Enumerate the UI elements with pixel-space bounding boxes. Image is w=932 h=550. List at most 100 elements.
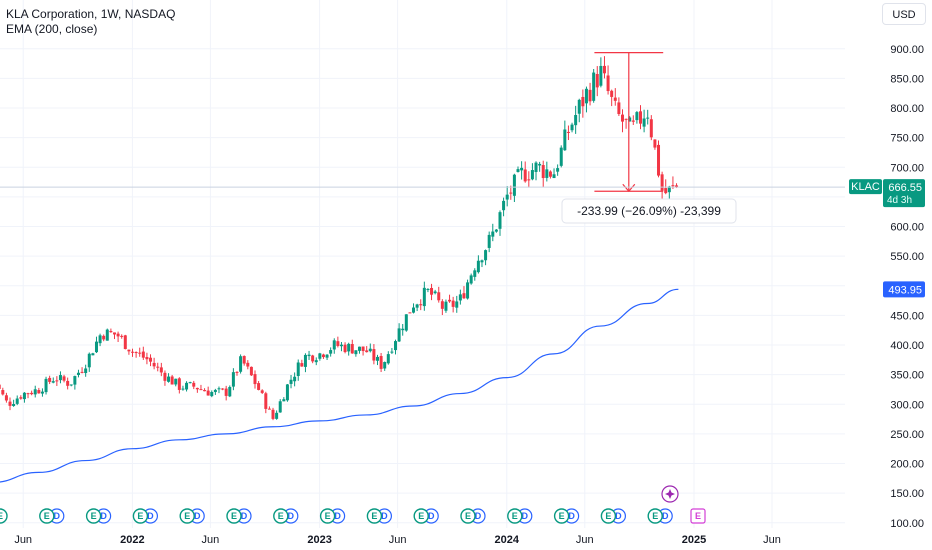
candle-body	[548, 171, 552, 177]
candle-body	[318, 353, 322, 359]
measure-tool[interactable]: -233.99 (−26.09%) -23,399	[561, 52, 737, 224]
y-tick-label: 850.00	[890, 73, 924, 85]
candle-body	[69, 384, 73, 386]
candle-body	[289, 379, 293, 384]
candle-body	[631, 120, 635, 122]
candle-body	[649, 119, 653, 138]
earnings-event-letter: E	[0, 511, 3, 521]
candle-body	[91, 353, 95, 356]
candle-body	[22, 392, 26, 400]
indicator-legend[interactable]: EMA (200, close)	[6, 22, 98, 36]
candle-body	[336, 341, 340, 346]
candle-body	[412, 307, 416, 313]
dividend-event-letter: D	[615, 511, 622, 521]
time-axis[interactable]: Jun 2022 Jun 2023 Jun 2024 Jun 2025 Jun	[14, 534, 781, 546]
candle-body	[379, 356, 383, 369]
candle-body	[602, 65, 606, 74]
candle-body	[109, 331, 113, 333]
candle-body	[347, 343, 351, 352]
candle-body	[203, 390, 207, 392]
candle-body	[541, 165, 545, 179]
sparkle-icon	[665, 489, 675, 499]
candle-body	[275, 412, 279, 419]
earnings-event-icon	[39, 508, 55, 524]
chart-grid	[0, 0, 845, 528]
candle-body	[163, 372, 167, 381]
candle-body	[0, 384, 1, 389]
candle-body	[491, 231, 495, 237]
candle-body	[570, 124, 574, 131]
candle-body	[455, 301, 459, 308]
earnings-event-letter: E	[137, 511, 143, 521]
candle-body	[51, 381, 55, 383]
candle-body	[278, 401, 282, 413]
earnings-event-icon	[600, 508, 617, 524]
price-axis[interactable]: 100.00 150.00 200.00 250.00 300.00 350.00 400.…	[890, 44, 924, 530]
candle-body	[62, 376, 66, 381]
candle-body	[249, 366, 253, 376]
earnings-event-icon	[226, 508, 242, 524]
candle-body	[466, 282, 470, 299]
candle-body	[584, 88, 588, 104]
candle-body	[33, 389, 37, 395]
measure-label: -233.99 (−26.09%) -23,399	[577, 204, 721, 218]
y-tick-label: 150.00	[890, 488, 924, 500]
candle-body	[563, 129, 567, 151]
candle-body	[221, 388, 225, 390]
last-price-countdown: 4d 3h	[887, 195, 912, 206]
candle-body	[134, 352, 138, 354]
candle-body	[660, 174, 664, 191]
candle-body	[523, 169, 527, 182]
candle-body	[469, 275, 473, 284]
chart-title: KLA Corporation, 1W, NASDAQ	[6, 7, 176, 21]
dividend-event-letter: D	[334, 511, 341, 521]
candle-body	[314, 360, 318, 363]
candle-body	[195, 387, 199, 390]
candle-body	[12, 403, 16, 406]
candle-body	[224, 388, 228, 396]
candle-body	[152, 362, 156, 367]
candle-body	[401, 328, 405, 331]
earnings-event-letter: E	[44, 511, 50, 521]
candle-body	[242, 356, 246, 364]
y-tick-label: 750.00	[890, 133, 924, 145]
candle-body	[58, 375, 62, 381]
candle-body	[80, 371, 84, 373]
candle-body	[141, 351, 145, 358]
candle-body	[476, 260, 480, 273]
candle-body	[357, 346, 361, 351]
dividend-event-letter: D	[241, 511, 248, 521]
candle-body	[192, 382, 196, 387]
candle-body	[138, 352, 142, 354]
candle-body	[530, 170, 534, 180]
candle-body	[375, 356, 379, 361]
candle-body	[512, 174, 516, 196]
candle-body	[76, 372, 80, 375]
candle-body	[311, 355, 315, 362]
candle-body	[325, 354, 329, 358]
candle-body	[404, 314, 408, 331]
y-tick-label: 300.00	[890, 399, 924, 411]
candle-body	[617, 102, 621, 115]
dividend-event-letter: D	[428, 511, 435, 521]
y-tick-label: 550.00	[890, 251, 924, 263]
candle-body	[667, 186, 671, 193]
candle-body	[4, 395, 8, 401]
earnings-event-letter: E	[231, 511, 237, 521]
currency-button[interactable]: USD	[882, 3, 926, 25]
candle-body	[610, 90, 614, 97]
y-tick-label: 450.00	[890, 310, 924, 322]
x-tick-label: Jun	[389, 534, 407, 546]
candle-body	[285, 384, 289, 401]
candle-body	[426, 289, 430, 291]
candle-body	[48, 377, 52, 382]
candle-body	[112, 332, 116, 335]
candle-body	[430, 287, 434, 295]
candle-body	[159, 367, 163, 373]
candle-body	[448, 299, 452, 302]
earnings-event-icon	[319, 508, 336, 524]
events-row: EDEDEDEDEDEDEDEDEDEDEDEDEDEDEE	[0, 485, 706, 524]
dividend-event-letter: D	[54, 511, 61, 521]
